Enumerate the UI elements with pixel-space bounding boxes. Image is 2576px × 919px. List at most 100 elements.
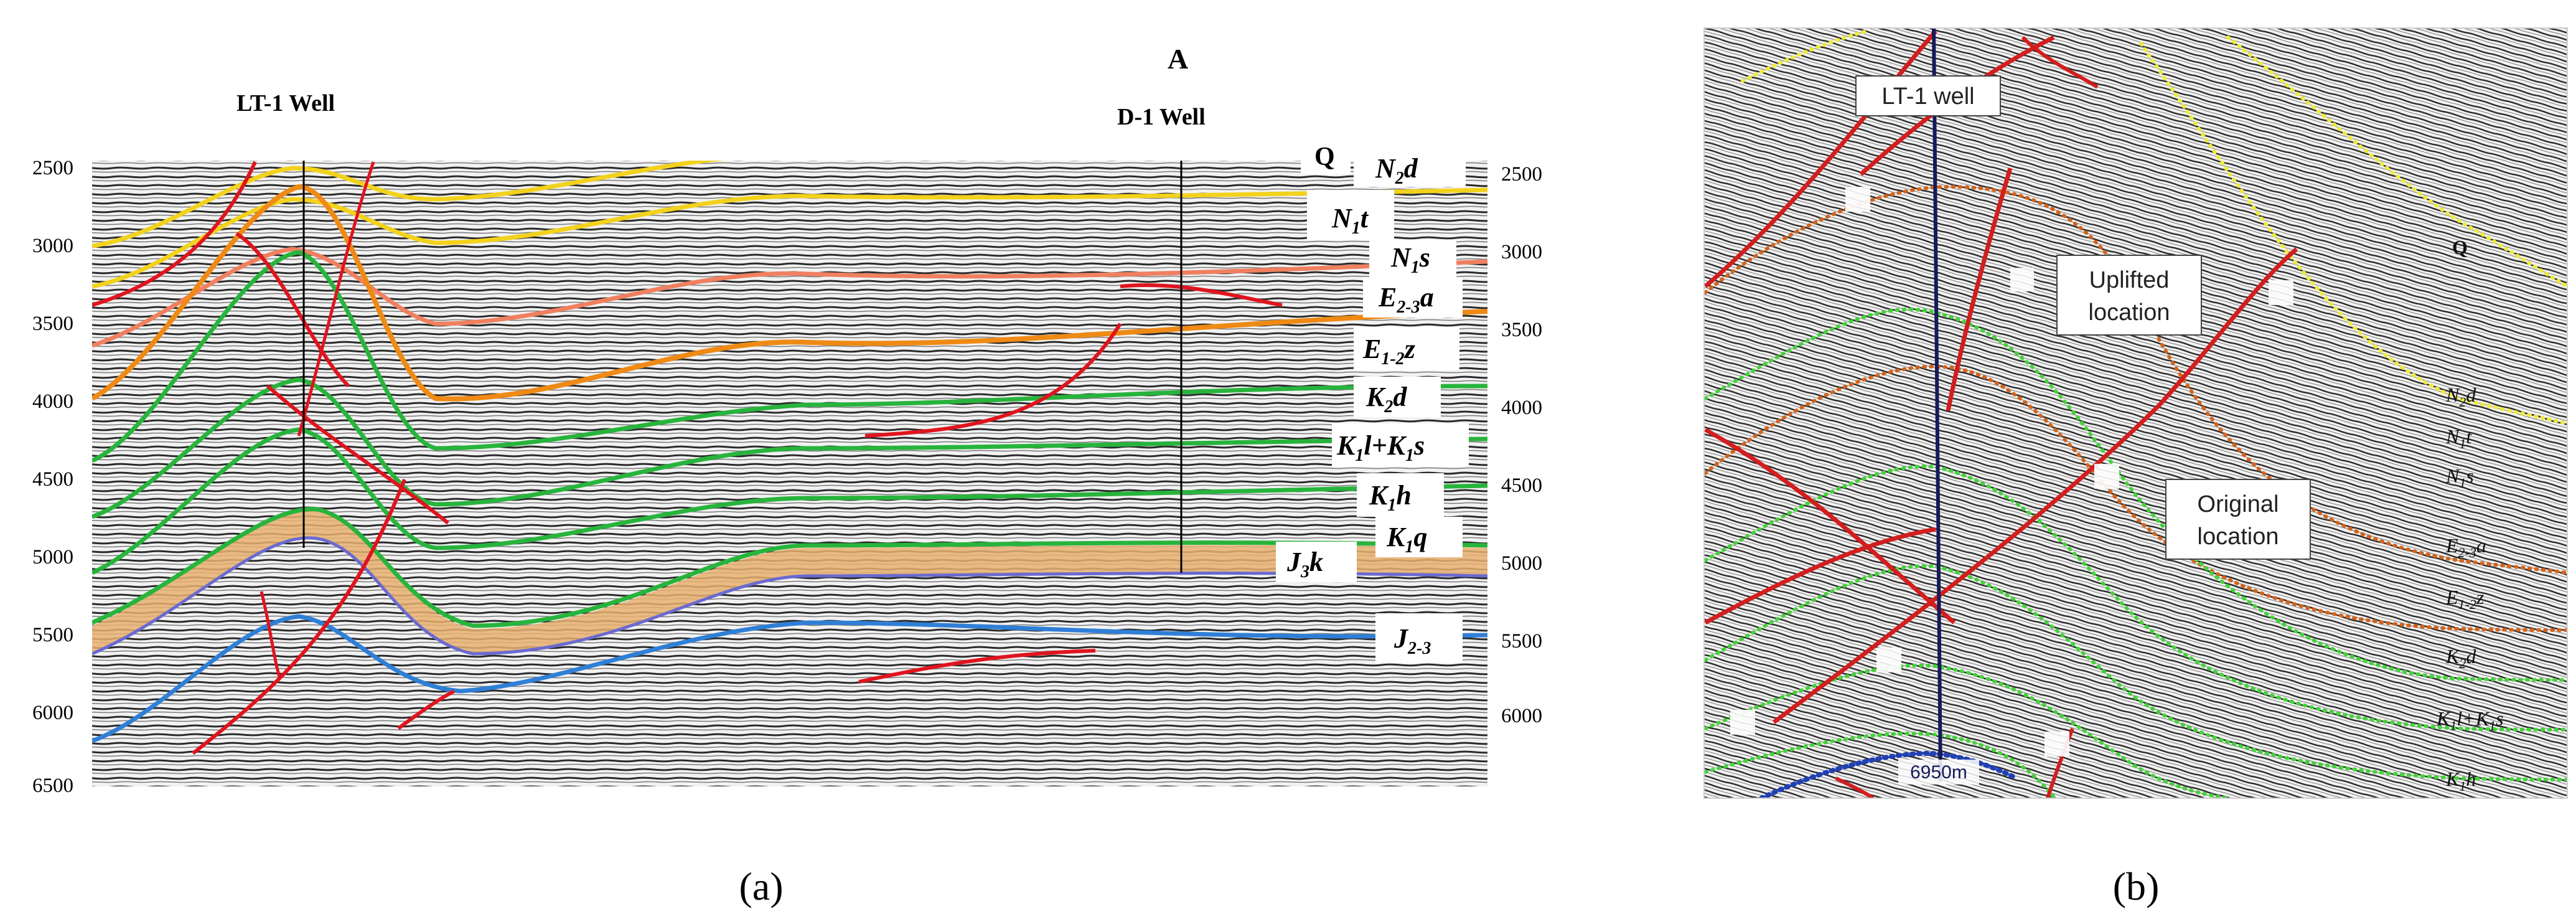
formation-label-k1h: K1h [2445, 768, 2476, 794]
j3k-tan-band [92, 509, 1487, 654]
formation-label-j23: J2-3 [1393, 623, 1431, 658]
formation-label-k1h: K1h [1369, 480, 1412, 515]
uplifted-callout-box [2056, 255, 2202, 336]
fault-line [858, 649, 1096, 684]
tick-label: 4000 [32, 390, 73, 413]
horizon-salmon [92, 247, 1487, 348]
formation-labels-a: Q N2d N1t N1s E2-3a E1-2z K2d K1l+K1s K1… [1276, 137, 1469, 663]
tick-label: 4000 [1501, 397, 1542, 419]
formation-label-n1s: N1s [1390, 242, 1430, 277]
fault-line [1835, 776, 1875, 798]
fault-line [266, 384, 449, 525]
tick-label: 2500 [32, 157, 73, 179]
formation-label-e12z: E1-2z [1362, 334, 1415, 369]
formation-label-e12z: E1-2z [2445, 586, 2485, 612]
fault-line [235, 232, 350, 388]
well-label-b: LT-1 well [1881, 83, 1974, 110]
tick-label: 3500 [1501, 319, 1542, 341]
caption-a: (a) [739, 864, 783, 908]
marker-square [1876, 648, 1901, 672]
depth-label: 6950m [1910, 762, 1967, 783]
horizon-green-4 [92, 507, 1487, 628]
formation-label-e23a: E2-3a [2445, 534, 2486, 560]
formation-label-q: Q [1314, 143, 1335, 171]
horizon-dotted-green [1704, 307, 2567, 682]
original-label: Original [2198, 491, 2279, 517]
tick-label: 4500 [32, 468, 73, 491]
fault-line [1120, 283, 1283, 307]
original-callout-box [2165, 479, 2311, 560]
marker-square [2044, 732, 2069, 756]
fault-line [1704, 427, 1956, 624]
uplifted-label: Uplifted [2089, 267, 2170, 293]
horizon-yellow-1 [92, 161, 725, 248]
fault-line [397, 689, 456, 730]
fault-line [1946, 167, 2013, 412]
horizon-blue [92, 614, 1487, 743]
marker-square [1845, 187, 1870, 212]
depth-callout-box [1898, 760, 1979, 785]
marker-square [2094, 464, 2119, 489]
formation-labels-b: Q N2d N1t N1s E2-3a E1-2z K2d K1l+K1s K1… [2436, 236, 2504, 794]
horizon-dotted-yellow [2226, 35, 2567, 288]
well-label-d1: D-1 Well [1117, 104, 1206, 130]
formation-label-n1s: N1s [2445, 464, 2474, 491]
horizon-dotted-green [1704, 564, 2567, 781]
formation-label-k2d: K2d [2445, 645, 2476, 671]
horizon-dotted-yellow [2139, 42, 2567, 425]
formation-label-q: Q [2452, 236, 2468, 258]
seismic-section-b [1704, 28, 2567, 798]
panel-a: 2500 3000 3500 4000 4500 5000 5500 6000 … [32, 43, 1542, 908]
panel-b: LT-1 well Uplifted location Original loc… [1703, 27, 2568, 908]
tick-label: 5000 [1501, 552, 1542, 575]
marker-square [2269, 280, 2293, 305]
marker-square [2010, 268, 2034, 291]
horizon-dotted-yellow [1741, 29, 1869, 83]
fault-line [92, 161, 257, 307]
horizons-a [92, 161, 1487, 755]
marker-a: A [1168, 43, 1188, 75]
fault-line [2021, 35, 2099, 89]
tick-label: 3500 [32, 313, 73, 335]
fault-line [2046, 727, 2074, 798]
formation-label-n1t: N1t [2445, 425, 2472, 451]
formation-label-j3k: J3k [1286, 547, 1323, 582]
horizon-orange [92, 184, 1487, 402]
tick-label: 4500 [1501, 474, 1542, 497]
panel-b-frame [1703, 27, 2568, 799]
fault-line [864, 323, 1122, 438]
fault-line [1772, 247, 2298, 724]
well-label-lt1: LT-1 Well [237, 90, 335, 116]
formation-label-k1q: K1q [1386, 522, 1427, 557]
horizon-dotted-green [1704, 464, 2567, 732]
tick-label: 6500 [32, 775, 73, 797]
formation-label-n2d: N2d [2445, 384, 2476, 410]
tick-label: 5500 [32, 624, 73, 646]
well-callout-box [1855, 75, 2001, 116]
horizon-green-2 [92, 377, 1487, 519]
horizon-purple [92, 536, 1487, 656]
seismic-section-a [92, 161, 1487, 786]
formation-label-n2d: N2d [1375, 153, 1418, 188]
caption-b: (b) [2113, 864, 2160, 908]
horizon-green-1 [92, 250, 1487, 463]
formation-label-n1t: N1t [1331, 203, 1369, 238]
formation-label-k2d: K2d [1365, 382, 1407, 417]
fault-line [297, 161, 375, 436]
horizon-dotted-green [1704, 732, 2056, 798]
callouts-b: LT-1 well Uplifted location Original loc… [1855, 75, 2311, 785]
tick-label: 5500 [1501, 630, 1542, 653]
marker-square [1730, 710, 1755, 735]
depth-axis-left: 2500 3000 3500 4000 4500 5000 5500 6000 … [32, 157, 73, 797]
well-lt1-trace-b [1932, 28, 1942, 782]
horizon-green-3 [92, 427, 1487, 575]
tick-label: 5000 [32, 546, 73, 568]
tick-label: 2500 [1501, 163, 1542, 186]
horizon-dotted-green [1704, 663, 2230, 798]
original-label: location [2198, 524, 2279, 550]
tick-label: 6000 [1501, 705, 1542, 727]
fault-line [192, 478, 406, 755]
depth-axis-right: 2500 3000 3500 4000 4500 5000 5500 6000 [1501, 163, 1542, 727]
formation-label-k1l-k1s: K1l+K1s [1336, 430, 1425, 465]
